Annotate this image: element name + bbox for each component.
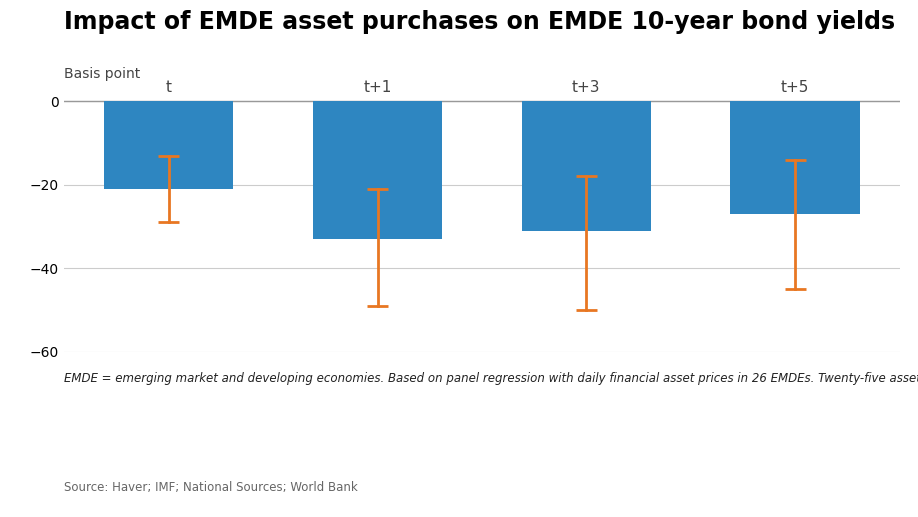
Text: t+5: t+5	[781, 80, 810, 95]
Text: t+3: t+3	[572, 80, 600, 95]
Text: EMDE = emerging market and developing economies. Based on panel regression with : EMDE = emerging market and developing ec…	[64, 372, 918, 385]
Text: Basis point: Basis point	[64, 67, 140, 81]
Text: Impact of EMDE asset purchases on EMDE 10-year bond yields: Impact of EMDE asset purchases on EMDE 1…	[64, 10, 895, 34]
Bar	[731, 101, 860, 214]
Text: t+1: t+1	[364, 80, 392, 95]
Bar	[313, 101, 442, 239]
Text: Source: Haver; IMF; National Sources; World Bank: Source: Haver; IMF; National Sources; Wo…	[64, 481, 358, 494]
Bar	[104, 101, 233, 189]
Text: t: t	[165, 80, 172, 95]
Bar	[521, 101, 651, 231]
